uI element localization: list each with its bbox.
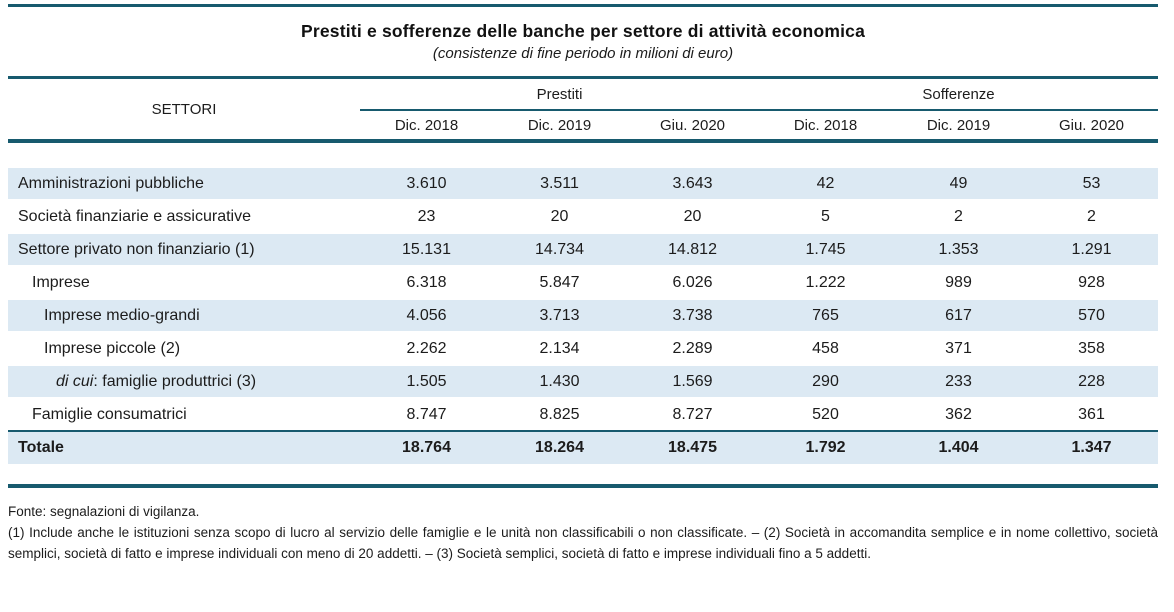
cell-value: 18.764 bbox=[360, 430, 493, 464]
table-row: Imprese piccole (2) 2.262 2.134 2.289 45… bbox=[8, 332, 1158, 365]
row-label-rest: : famiglie produttrici (3) bbox=[93, 372, 257, 390]
cell-value: 20 bbox=[550, 207, 569, 225]
cell-value: 1.353 bbox=[892, 232, 1025, 267]
table-body: Amministrazioni pubbliche 3.610 3.511 3.… bbox=[8, 141, 1158, 464]
cell-value: 1.569 bbox=[626, 364, 759, 399]
column-group-sofferenze: Sofferenze bbox=[759, 79, 1158, 111]
cell-value: 1.792 bbox=[759, 430, 892, 464]
cell-value: 53 bbox=[1025, 166, 1158, 201]
report-table-page: Prestiti e sofferenze delle banche per s… bbox=[8, 4, 1158, 565]
source-note: Fonte: segnalazioni di vigilanza. bbox=[8, 504, 200, 519]
cell-value: 2.289 bbox=[672, 339, 713, 357]
table-row: Amministrazioni pubbliche 3.610 3.511 3.… bbox=[8, 166, 1158, 201]
cell-value: 1.505 bbox=[360, 364, 493, 399]
row-label: di cui: famiglie produttrici (3) bbox=[8, 364, 360, 399]
cell-value: 458 bbox=[812, 339, 839, 357]
column-header-prestiti-dic2019: Dic. 2019 bbox=[493, 110, 626, 143]
cell-value: 2 bbox=[1087, 207, 1096, 225]
cell-value: 3.643 bbox=[626, 166, 759, 201]
cell-value: 1.291 bbox=[1025, 232, 1158, 267]
cell-value: 2 bbox=[954, 207, 963, 225]
table-row: Società finanziarie e assicurative 23 20… bbox=[8, 200, 1158, 233]
column-group-prestiti: Prestiti bbox=[360, 79, 759, 111]
row-label: Società finanziarie e assicurative bbox=[18, 207, 252, 225]
cell-value: 42 bbox=[759, 166, 892, 201]
cell-value: 358 bbox=[1078, 339, 1105, 357]
cell-value: 20 bbox=[683, 207, 702, 225]
row-label: Imprese bbox=[32, 273, 90, 291]
table-row: Imprese medio-grandi 4.056 3.713 3.738 7… bbox=[8, 298, 1158, 333]
cell-value: 5.847 bbox=[539, 273, 580, 291]
cell-value: 1.404 bbox=[892, 430, 1025, 464]
cell-value: 4.056 bbox=[360, 298, 493, 333]
cell-value: 520 bbox=[812, 405, 839, 423]
cell-value: 362 bbox=[945, 405, 972, 423]
table-row: Imprese 6.318 5.847 6.026 1.222 989 928 bbox=[8, 266, 1158, 299]
cell-value: 6.318 bbox=[406, 273, 447, 291]
cell-value: 3.738 bbox=[626, 298, 759, 333]
row-label: Famiglie consumatrici bbox=[32, 405, 187, 423]
column-header-prestiti-dic2018: Dic. 2018 bbox=[360, 110, 493, 143]
cell-value: 1.222 bbox=[805, 273, 846, 291]
column-header-sofferenze-dic2018: Dic. 2018 bbox=[759, 110, 892, 143]
column-header-sectors: SETTORI bbox=[8, 79, 360, 143]
bottom-divider bbox=[8, 484, 1158, 488]
cell-value: 3.610 bbox=[360, 166, 493, 201]
cell-value: 8.747 bbox=[406, 405, 447, 423]
cell-value: 2.134 bbox=[539, 339, 580, 357]
top-divider bbox=[8, 4, 1158, 7]
cell-value: 361 bbox=[1078, 405, 1105, 423]
cell-value: 617 bbox=[892, 298, 1025, 333]
cell-value: 8.825 bbox=[539, 405, 580, 423]
cell-value: 928 bbox=[1078, 273, 1105, 291]
group-header-row: SETTORI Prestiti Sofferenze bbox=[8, 79, 1158, 143]
row-label-italic-prefix: di cui bbox=[56, 372, 94, 390]
column-header-sofferenze-dic2019: Dic. 2019 bbox=[892, 110, 1025, 143]
table-header: SETTORI Prestiti Sofferenze Dic. 2018 Di… bbox=[8, 79, 1158, 143]
table-row: Famiglie consumatrici 8.747 8.825 8.727 … bbox=[8, 398, 1158, 431]
loans-badloans-table: SETTORI Prestiti Sofferenze Dic. 2018 Di… bbox=[8, 79, 1158, 464]
cell-value: 3.511 bbox=[493, 166, 626, 201]
cell-value: 228 bbox=[1025, 364, 1158, 399]
row-label: Totale bbox=[8, 430, 360, 464]
cell-value: 3.713 bbox=[493, 298, 626, 333]
page-title: Prestiti e sofferenze delle banche per s… bbox=[300, 21, 866, 41]
explanatory-notes: (1) Include anche le istituzioni senza s… bbox=[8, 524, 1158, 561]
cell-value: 5 bbox=[821, 207, 830, 225]
cell-value: 14.812 bbox=[626, 232, 759, 267]
cell-value: 1.347 bbox=[1025, 430, 1158, 464]
cell-value: 15.131 bbox=[360, 232, 493, 267]
cell-value: 1.430 bbox=[493, 364, 626, 399]
row-label: Imprese medio-grandi bbox=[8, 298, 360, 333]
cell-value: 570 bbox=[1025, 298, 1158, 333]
table-row: Settore privato non finanziario (1) 15.1… bbox=[8, 232, 1158, 267]
cell-value: 2.262 bbox=[406, 339, 447, 357]
header-top-divider bbox=[8, 76, 1158, 79]
cell-value: 989 bbox=[945, 273, 972, 291]
spacer-row bbox=[8, 141, 1158, 167]
cell-value: 49 bbox=[892, 166, 1025, 201]
cell-value: 765 bbox=[759, 298, 892, 333]
cell-value: 6.026 bbox=[672, 273, 713, 291]
cell-value: 371 bbox=[945, 339, 972, 357]
cell-value: 290 bbox=[759, 364, 892, 399]
footnotes: Fonte: segnalazioni di vigilanza. (1) In… bbox=[8, 502, 1158, 565]
row-label: Imprese piccole (2) bbox=[44, 339, 181, 357]
table-row: di cui: famiglie produttrici (3) 1.505 1… bbox=[8, 364, 1158, 399]
total-row: Totale 18.764 18.264 18.475 1.792 1.404 … bbox=[8, 430, 1158, 464]
cell-value: 18.475 bbox=[626, 430, 759, 464]
row-label: Settore privato non finanziario (1) bbox=[8, 232, 360, 267]
column-header-sofferenze-giu2020: Giu. 2020 bbox=[1025, 110, 1158, 143]
period-header-row: Dic. 2018 Dic. 2019 Giu. 2020 Dic. 2018 … bbox=[8, 110, 1158, 143]
cell-value: 233 bbox=[892, 364, 1025, 399]
cell-value: 18.264 bbox=[493, 430, 626, 464]
cell-value: 23 bbox=[417, 207, 436, 225]
cell-value: 8.727 bbox=[672, 405, 713, 423]
cell-value: 14.734 bbox=[493, 232, 626, 267]
cell-value: 1.745 bbox=[759, 232, 892, 267]
column-header-prestiti-giu2020: Giu. 2020 bbox=[626, 110, 759, 143]
row-label: Amministrazioni pubbliche bbox=[8, 166, 360, 201]
page-subtitle: (consistenze di fine periodo in milioni … bbox=[432, 45, 734, 62]
title-block: Prestiti e sofferenze delle banche per s… bbox=[8, 7, 1158, 76]
